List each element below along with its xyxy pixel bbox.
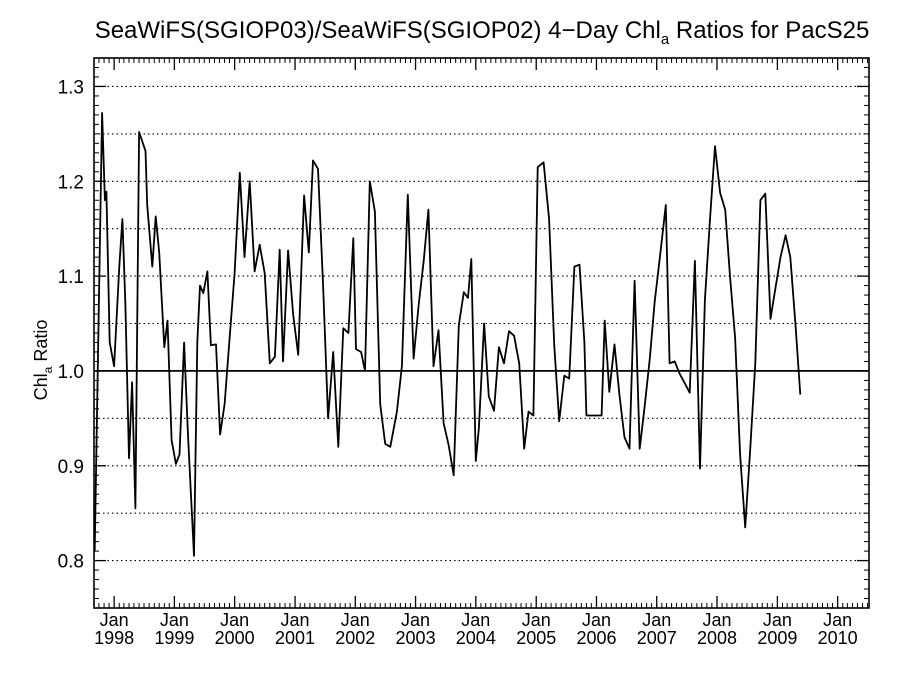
y-axis-label: Chla Ratio bbox=[31, 320, 55, 401]
x-tick-label-year: 2005 bbox=[516, 628, 556, 648]
x-tick-label-year: 1999 bbox=[154, 628, 194, 648]
x-tick-label-year: 2004 bbox=[456, 628, 496, 648]
y-tick-label: 1.0 bbox=[58, 362, 84, 383]
x-tick-label-month: Jan bbox=[763, 610, 792, 630]
x-tick-label-year: 2001 bbox=[275, 628, 315, 648]
x-tick-label-month: Jan bbox=[582, 610, 611, 630]
x-tick-label-month: Jan bbox=[461, 610, 490, 630]
x-tick-label-month: Jan bbox=[642, 610, 671, 630]
x-tick-label-year: 2000 bbox=[215, 628, 255, 648]
x-tick-label-month: Jan bbox=[702, 610, 731, 630]
x-tick-label-month: Jan bbox=[100, 610, 129, 630]
x-tick-label-year: 2006 bbox=[576, 628, 616, 648]
x-tick-label-month: Jan bbox=[522, 610, 551, 630]
x-tick-label-month: Jan bbox=[160, 610, 189, 630]
y-tick-label: 1.3 bbox=[58, 77, 84, 98]
x-tick-label-year: 2010 bbox=[818, 628, 858, 648]
series-layer bbox=[93, 112, 802, 557]
x-tick-label-month: Jan bbox=[281, 610, 310, 630]
x-tick-label-month: Jan bbox=[401, 610, 430, 630]
x-tick-label-year: 2002 bbox=[335, 628, 375, 648]
ticks-layer bbox=[93, 57, 869, 609]
plot-frame bbox=[93, 57, 870, 609]
y-tick-label: 1.2 bbox=[58, 172, 84, 193]
data-series-line bbox=[93, 112, 802, 557]
labels-layer: 0.80.91.01.11.21.3Jan1998Jan1999Jan2000J… bbox=[58, 77, 858, 648]
x-tick-label-month: Jan bbox=[220, 610, 249, 630]
y-tick-label: 1.1 bbox=[58, 267, 84, 288]
y-tick-label: 0.8 bbox=[58, 552, 84, 573]
x-tick-label-year: 2007 bbox=[637, 628, 677, 648]
x-tick-label-month: Jan bbox=[823, 610, 852, 630]
x-tick-label-year: 1998 bbox=[94, 628, 134, 648]
x-tick-label-year: 2009 bbox=[757, 628, 797, 648]
x-tick-label-year: 2008 bbox=[697, 628, 737, 648]
x-tick-label-month: Jan bbox=[341, 610, 370, 630]
x-tick-label-year: 2003 bbox=[396, 628, 436, 648]
y-tick-label: 0.9 bbox=[58, 457, 84, 478]
chart-title: SeaWiFS(SGIOP03)/SeaWiFS(SGIOP02) 4−Day … bbox=[95, 17, 870, 48]
